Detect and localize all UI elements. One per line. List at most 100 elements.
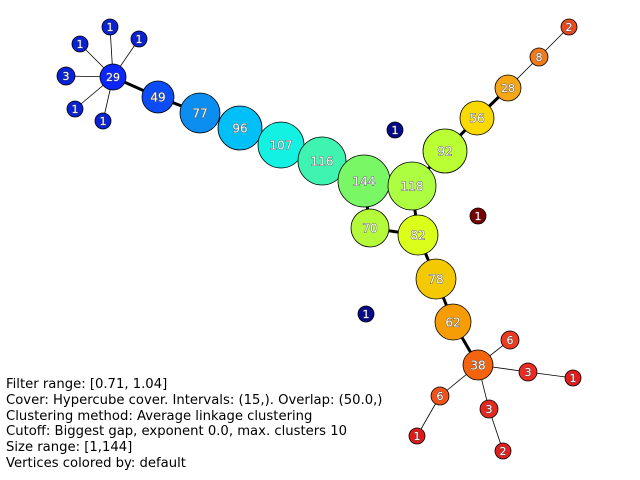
node-circle-n82 (397, 214, 439, 256)
node-n2a: 2 (560, 18, 578, 36)
node-n1a: 1 (564, 369, 582, 387)
node-n1b: 1 (408, 427, 426, 445)
node-label-s1c: 1 (77, 38, 84, 51)
node-n107: 107 (257, 121, 305, 169)
node-n92: 92 (422, 128, 468, 174)
node-n8: 8 (529, 47, 549, 67)
node-circle-iso2 (357, 305, 375, 323)
node-s1b: 1 (130, 30, 148, 48)
node-label-n144: 144 (353, 175, 376, 189)
node-label-n92: 92 (437, 145, 452, 159)
node-s1d: 1 (66, 100, 84, 118)
node-circle-n70 (350, 208, 390, 248)
node-n77: 77 (179, 92, 221, 134)
node-circle-n96 (217, 105, 263, 151)
node-n116: 116 (297, 136, 347, 186)
node-circle-n49 (141, 80, 175, 114)
node-circle-n6b (430, 386, 450, 406)
node-label-n1a: 1 (570, 372, 577, 385)
node-label-iso1: 1 (392, 124, 399, 137)
node-circle-n38 (462, 349, 494, 381)
node-n29: 29 (99, 63, 127, 91)
node-label-n107: 107 (270, 139, 293, 153)
node-label-iso2: 1 (363, 308, 370, 321)
node-label-n6a: 6 (507, 334, 514, 347)
node-circle-n77 (179, 92, 221, 134)
node-circle-n56 (459, 100, 495, 136)
node-circle-n2a (560, 18, 578, 36)
node-label-n29: 29 (106, 71, 120, 84)
node-circle-n3a (518, 362, 538, 382)
node-label-n78: 78 (428, 273, 443, 287)
node-label-n77: 77 (192, 107, 207, 121)
node-label-n70: 70 (362, 222, 377, 236)
node-label-n38: 38 (470, 359, 485, 373)
node-circle-n118 (387, 161, 437, 211)
cover-text: Cover: Hypercube cover. Intervals: (15,)… (6, 392, 383, 408)
node-n56: 56 (459, 100, 495, 136)
node-circle-s1b (130, 30, 148, 48)
filter-range-text: Filter range: [0.71, 1.04] (6, 377, 168, 392)
node-n78: 78 (415, 258, 457, 300)
node-circle-s1c (71, 35, 89, 53)
node-n82: 82 (397, 214, 439, 256)
node-label-n56: 56 (469, 112, 484, 126)
node-label-n116: 116 (311, 155, 334, 169)
node-circle-n62 (434, 303, 472, 341)
node-label-iso3: 1 (475, 210, 482, 223)
node-label-s1d: 1 (72, 103, 79, 116)
size-range-text: Size range: [1,144] (6, 440, 133, 456)
node-n70: 70 (350, 208, 390, 248)
node-circle-iso3 (469, 207, 487, 225)
node-circle-n116 (297, 136, 347, 186)
node-circle-n1b (408, 427, 426, 445)
node-label-n62: 62 (445, 316, 460, 330)
node-circle-iso1 (386, 121, 404, 139)
node-circle-s3 (56, 66, 76, 86)
node-circle-n28 (494, 74, 522, 102)
node-n3b: 3 (479, 399, 499, 419)
node-circle-s1e (94, 112, 112, 130)
node-n3a: 3 (518, 362, 538, 382)
node-label-s3: 3 (63, 70, 70, 83)
node-label-n6b: 6 (437, 390, 444, 403)
node-label-n8: 8 (536, 51, 543, 64)
node-iso1: 1 (386, 121, 404, 139)
node-n144: 144 (337, 154, 391, 208)
node-label-n28: 28 (501, 82, 515, 95)
node-circle-n3b (479, 399, 499, 419)
info-panel: Filter range: [0.71, 1.04] Cover: Hyperc… (6, 377, 382, 472)
node-circle-n78 (415, 258, 457, 300)
node-circle-n29 (99, 63, 127, 91)
node-n2b: 2 (494, 442, 512, 460)
node-circle-s1a (101, 18, 119, 36)
clustering-method-text: Clustering method: Average linkage clust… (6, 408, 313, 424)
node-label-n3a: 3 (525, 366, 532, 379)
node-circle-n6a (500, 330, 520, 350)
node-iso3: 1 (469, 207, 487, 225)
node-label-n118: 118 (401, 180, 424, 194)
node-label-n82: 82 (410, 229, 425, 243)
node-label-n49: 49 (150, 91, 165, 105)
node-s1a: 1 (101, 18, 119, 36)
node-label-n3b: 3 (486, 403, 493, 416)
node-iso2: 1 (357, 305, 375, 323)
node-n6a: 6 (500, 330, 520, 350)
node-n62: 62 (434, 303, 472, 341)
node-circle-s1d (66, 100, 84, 118)
node-n6b: 6 (430, 386, 450, 406)
node-n28: 28 (494, 74, 522, 102)
node-circle-n1a (564, 369, 582, 387)
node-s1e: 1 (94, 112, 112, 130)
node-circle-n2b (494, 442, 512, 460)
node-s3: 3 (56, 66, 76, 86)
node-n49: 49 (141, 80, 175, 114)
node-s1c: 1 (71, 35, 89, 53)
vertices-colored-text: Vertices colored by: default (6, 455, 186, 471)
cutoff-text: Cutoff: Biggest gap, exponent 0.0, max. … (6, 424, 348, 440)
node-n38: 38 (462, 349, 494, 381)
node-label-n96: 96 (232, 122, 247, 136)
node-circle-n92 (422, 128, 468, 174)
node-label-n1b: 1 (414, 430, 421, 443)
